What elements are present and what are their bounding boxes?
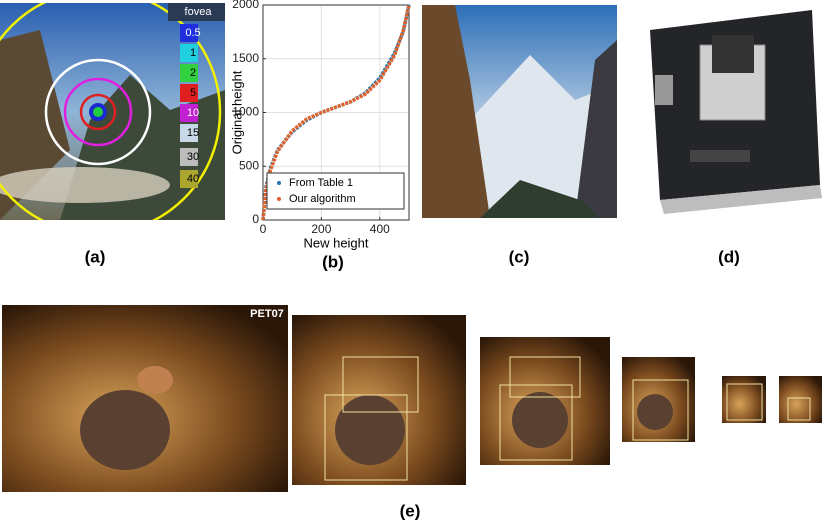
legend-swatch [180, 44, 198, 62]
x-tick-label: 0 [260, 222, 267, 236]
ring [79, 93, 117, 131]
legend-title: fovea [185, 6, 213, 18]
y-axis-label: Original height [229, 70, 244, 154]
ring [63, 77, 133, 147]
box [509, 356, 581, 398]
legend-swatch [180, 84, 198, 102]
snow-mountain [460, 55, 617, 218]
panel-a: fovea 0.5 1 2 5 10 15 30 40 [0, 3, 225, 220]
panel-label: (b) [322, 252, 344, 271]
legend-swatch [180, 124, 198, 142]
legend-swatch [180, 24, 198, 42]
mist [0, 167, 170, 203]
legend-item: 30 [187, 151, 199, 163]
box [324, 394, 408, 481]
y-tick-label: 1500 [232, 51, 259, 65]
panel-label: (e) [400, 501, 421, 520]
photo [722, 376, 766, 423]
x-tick-label: 200 [311, 222, 331, 236]
ring [0, 3, 222, 220]
legend-item: 10 [187, 107, 199, 119]
y-tick-label: 0 [252, 212, 259, 226]
ring [44, 58, 152, 166]
series-line [261, 4, 411, 221]
face [137, 366, 173, 394]
box [342, 356, 419, 413]
x-axis-label: New height [303, 235, 368, 250]
y-tick-label: 2000 [232, 0, 259, 11]
box [632, 379, 689, 441]
legend-item: 0.5 [185, 27, 200, 39]
legend-item: 2 [190, 67, 196, 79]
legend-label: From Table 1 [289, 177, 353, 189]
box [787, 397, 811, 421]
legend-title-box [168, 3, 225, 21]
panel-label: (d) [718, 247, 740, 266]
legend-item: 5 [190, 87, 196, 99]
cat [335, 395, 405, 465]
legend-marker [277, 197, 281, 201]
panel-e: PET07 [2, 305, 822, 492]
cliff [422, 5, 490, 218]
legend-box [266, 172, 405, 210]
cat [80, 390, 170, 470]
panel-c [422, 5, 617, 218]
axes-frame [262, 4, 410, 221]
board-edge [660, 185, 822, 214]
photo [779, 376, 822, 423]
port [655, 75, 673, 105]
legend-swatch [180, 170, 198, 188]
watermark: PET07 [250, 308, 284, 320]
legend-swatch [180, 148, 198, 166]
slot [690, 150, 750, 162]
legend-item: 40 [187, 173, 199, 185]
valley [480, 180, 600, 218]
panel-d [650, 10, 822, 214]
y-tick-label: 500 [239, 158, 259, 172]
fan [712, 35, 754, 73]
cat [637, 394, 673, 430]
legend-swatch [180, 64, 198, 82]
panel-label: (c) [509, 247, 530, 266]
y-tick-label: 1000 [232, 105, 259, 119]
legend-item: 1 [190, 47, 196, 59]
panel-label: (a) [85, 247, 106, 266]
cat [512, 392, 568, 448]
fovea-legend: 0.5 1 2 5 10 15 30 40 [180, 24, 201, 188]
legend-swatch [180, 104, 198, 122]
box [726, 383, 763, 421]
legend-label: Our algorithm [289, 193, 356, 205]
box [499, 384, 573, 461]
cliff [575, 40, 617, 218]
x-tick-label: 400 [370, 222, 390, 236]
legend-marker [277, 181, 281, 185]
ring [93, 107, 103, 117]
legend-item: 15 [187, 127, 199, 139]
